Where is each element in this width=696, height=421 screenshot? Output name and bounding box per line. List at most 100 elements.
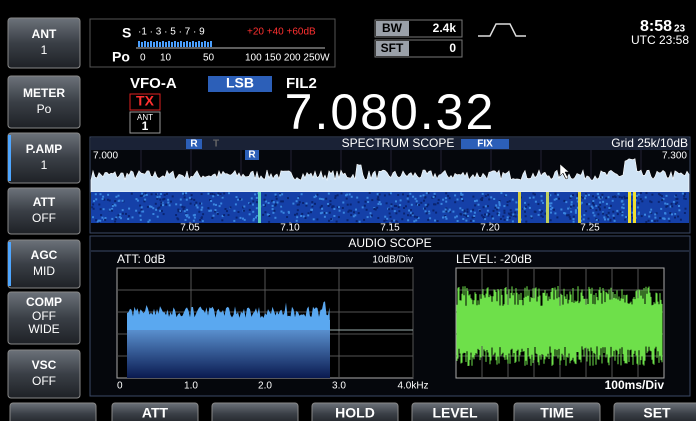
waterfall-speck (530, 215, 532, 217)
waterfall-speck (297, 197, 299, 199)
waterfall-speck (350, 214, 352, 216)
waterfall-speck (264, 199, 266, 201)
screen: ANT1METERPoP.AMP1ATTOFFAGCMIDCOMPOFFWIDE… (0, 0, 696, 421)
waterfall-speck (367, 201, 369, 203)
waterfall-speck (128, 215, 130, 217)
waterfall-speck (622, 203, 624, 205)
waterfall-speck (445, 197, 447, 199)
waterfall-speck (302, 202, 304, 204)
waterfall-speck (93, 200, 95, 202)
waterfall-speck (102, 198, 104, 200)
waterfall-speck (515, 216, 517, 218)
waterfall-speck (367, 216, 369, 218)
waterfall-speck (618, 193, 620, 195)
mode: LSB (226, 75, 254, 91)
waterfall-speck (229, 206, 231, 208)
waterfall-speck (619, 196, 621, 198)
waterfall-speck (228, 192, 230, 194)
waterfall-speck (201, 217, 203, 219)
spectrum-axis-label: 7.20 (480, 223, 500, 234)
waterfall-speck (541, 200, 543, 202)
waterfall-speck (391, 208, 393, 210)
waterfall-speck (534, 211, 536, 213)
waterfall-speck (651, 194, 653, 196)
waterfall-speck (395, 200, 397, 202)
waterfall-speck (333, 208, 335, 210)
waterfall-speck (356, 197, 358, 199)
po-tick: 50 (203, 53, 215, 64)
waterfall-speck (528, 204, 530, 206)
button-value: OFF (32, 211, 56, 225)
waterfall-speck (112, 205, 114, 207)
waterfall-speck (234, 210, 236, 212)
waterfall-speck (621, 211, 623, 213)
waterfall-speck (100, 214, 102, 216)
waterfall-speck (252, 211, 254, 213)
button-label: VSC (32, 358, 57, 372)
frequency: 7.080.32 (285, 84, 496, 140)
waterfall-speck (490, 196, 492, 198)
waterfall-speck (542, 216, 544, 218)
waterfall-speck (494, 207, 496, 209)
waterfall-speck (182, 193, 184, 195)
meter-segment (156, 41, 158, 47)
waterfall-speck (591, 206, 593, 208)
waterfall-speck (537, 203, 539, 205)
waterfall-speck (510, 212, 512, 214)
waterfall-speck (638, 202, 640, 204)
waterfall-speck (378, 203, 380, 205)
waterfall-speck (410, 215, 412, 217)
waterfall-speck (426, 192, 428, 194)
waterfall-speck (144, 199, 146, 201)
waterfall-speck (330, 203, 332, 205)
waterfall-speck (669, 220, 671, 222)
waterfall-speck (253, 219, 255, 221)
waterfall-speck (445, 192, 447, 194)
waterfall-speck (395, 205, 397, 207)
waterfall-speck (651, 220, 653, 222)
waterfall-speck (659, 217, 661, 219)
waterfall-speck (564, 213, 566, 215)
waterfall-speck (327, 203, 329, 205)
waterfall-speck (115, 216, 117, 218)
waterfall-speck (301, 213, 303, 215)
waterfall-speck (498, 207, 500, 209)
waterfall-speck (464, 212, 466, 214)
waterfall-speck (449, 197, 451, 199)
waterfall-speck (311, 205, 313, 207)
waterfall-speck (674, 217, 676, 219)
waterfall-speck (359, 221, 361, 223)
waterfall-speck (595, 197, 597, 199)
waterfall-speck (571, 204, 573, 206)
waterfall-speck (233, 220, 235, 222)
waterfall-speck (161, 210, 163, 212)
waterfall-speck (616, 210, 618, 212)
waterfall-speck (658, 201, 660, 203)
waterfall-speck (413, 220, 415, 222)
waterfall-speck (215, 204, 217, 206)
waterfall-speck (407, 195, 409, 197)
waterfall-speck (608, 207, 610, 209)
waterfall-speck (610, 205, 612, 207)
waterfall-speck (565, 201, 567, 203)
waterfall-speck (287, 197, 289, 199)
waterfall-speck (122, 209, 124, 211)
waterfall-speck (237, 199, 239, 201)
waterfall-speck (371, 215, 373, 217)
waterfall-speck (602, 213, 604, 215)
waterfall-speck (644, 214, 646, 216)
waterfall-speck (92, 203, 94, 205)
waterfall-speck (480, 199, 482, 201)
waterfall-speck (131, 193, 133, 195)
waterfall-speck (524, 208, 526, 210)
waterfall-speck (570, 195, 572, 197)
waterfall-speck (255, 217, 257, 219)
waterfall-speck (146, 194, 148, 196)
waterfall-speck (487, 210, 489, 212)
waterfall-speck (337, 194, 339, 196)
soft-key[interactable] (212, 403, 298, 421)
waterfall-speck (498, 201, 500, 203)
waterfall-speck (380, 203, 382, 205)
waterfall-speck (597, 213, 599, 215)
soft-key[interactable] (10, 403, 96, 421)
